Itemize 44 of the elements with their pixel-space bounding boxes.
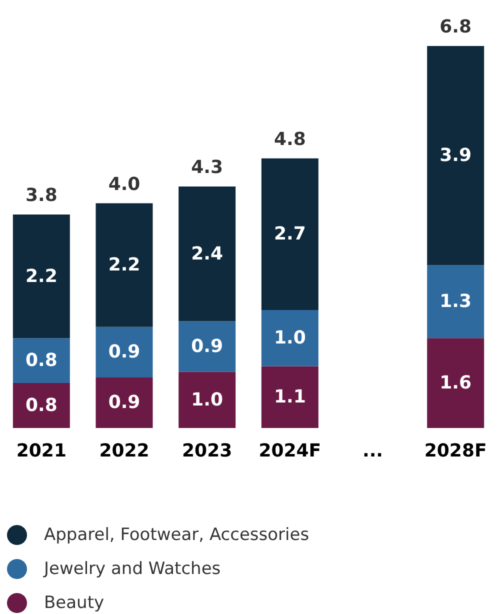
- data-label: 0.8: [25, 395, 58, 416]
- x-tick-label: 2021: [16, 440, 66, 462]
- x-tick-label: 2023: [182, 440, 232, 462]
- data-label: 1.3: [440, 291, 472, 312]
- x-tick-label: ...: [362, 440, 384, 462]
- data-label: 2.2: [108, 254, 140, 276]
- bar: [427, 265, 484, 338]
- total-label: 4.3: [191, 156, 224, 178]
- data-label: 1.0: [191, 389, 224, 410]
- bar: [178, 186, 236, 322]
- data-label: 1.1: [274, 386, 306, 408]
- data-label: 2.2: [25, 266, 58, 287]
- bar: [427, 338, 484, 428]
- data-label: 0.9: [108, 392, 140, 414]
- data-label: 2.4: [191, 243, 224, 264]
- bar: [12, 338, 70, 384]
- total-label: 3.8: [25, 185, 58, 206]
- bar: [178, 372, 236, 428]
- legend-label: Jewelry and Watches: [43, 559, 221, 579]
- bar: [12, 214, 70, 338]
- legend-label: Apparel, Footwear, Accessories: [44, 525, 310, 545]
- data-label: 0.8: [25, 350, 58, 372]
- data-label: 1.6: [440, 372, 472, 394]
- data-label: 0.9: [108, 342, 140, 363]
- total-label: 4.0: [108, 174, 140, 195]
- total-label: 4.8: [274, 128, 306, 150]
- data-label: 2.7: [274, 224, 306, 245]
- bar: [12, 383, 70, 428]
- bar: [261, 366, 318, 428]
- bar: [178, 321, 236, 372]
- total-label: 6.8: [440, 16, 472, 38]
- legend-label: Beauty: [44, 593, 104, 613]
- x-tick-label: 2028F: [424, 440, 487, 462]
- data-label: 1.0: [274, 328, 306, 349]
- data-label: 0.9: [191, 336, 224, 358]
- x-tick-label: 2024F: [258, 440, 322, 462]
- bar: [96, 326, 153, 378]
- data-label: 3.9: [440, 145, 472, 166]
- bar: [96, 203, 153, 327]
- bar: [96, 377, 153, 428]
- bar: [261, 310, 318, 366]
- bar: [261, 158, 318, 310]
- bar: [427, 46, 484, 266]
- x-tick-label: 2022: [99, 440, 150, 462]
